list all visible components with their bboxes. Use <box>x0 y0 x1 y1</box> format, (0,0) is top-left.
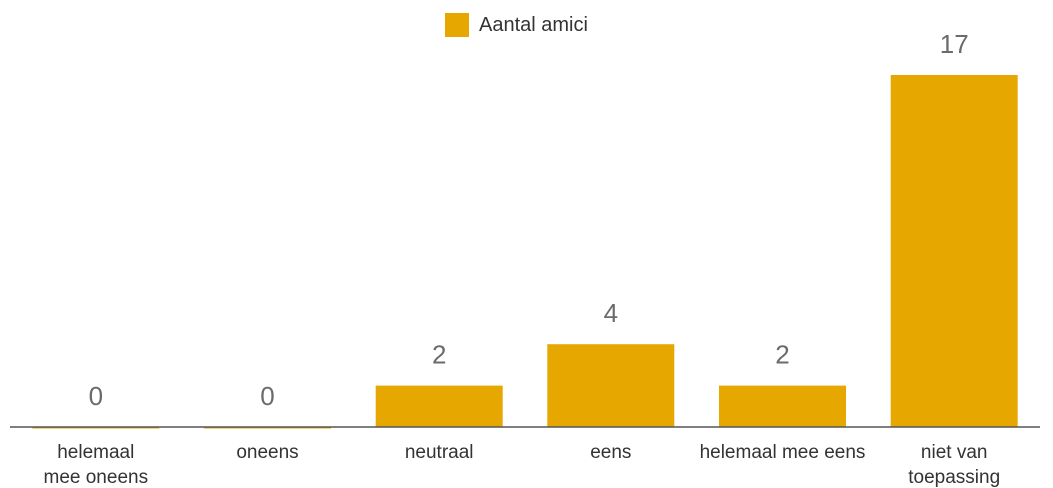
bar <box>375 385 503 427</box>
category-label-line: oneens <box>236 442 298 463</box>
category-label-line: niet van <box>921 442 988 463</box>
category-label: helemaal mee oneens <box>44 442 149 488</box>
category-label: niet van toepassing <box>908 442 1000 488</box>
legend-swatch <box>445 13 469 37</box>
category-label-line: helemaal <box>57 442 134 463</box>
category-label: eens <box>590 442 631 463</box>
data-label: 2 <box>432 340 446 370</box>
data-label: 0 <box>89 381 103 411</box>
category-label-line: toepassing <box>908 467 1000 488</box>
category-label: helemaal mee eens <box>700 442 866 463</box>
bar <box>547 344 675 427</box>
bar <box>719 385 846 427</box>
legend-label: Aantal amici <box>479 13 588 36</box>
category-label-line: mee oneens <box>44 467 149 488</box>
data-label: 2 <box>775 340 789 370</box>
bar <box>890 75 1018 427</box>
category-label-line: eens <box>590 442 631 463</box>
category-label-line: helemaal mee eens <box>700 442 866 463</box>
category-label-line: neutraal <box>405 442 474 463</box>
data-label: 4 <box>604 298 618 328</box>
data-label: 0 <box>260 381 274 411</box>
legend: Aantal amici <box>445 13 588 37</box>
category-label: neutraal <box>405 442 474 463</box>
data-label: 17 <box>940 29 969 59</box>
category-label: oneens <box>236 442 298 463</box>
